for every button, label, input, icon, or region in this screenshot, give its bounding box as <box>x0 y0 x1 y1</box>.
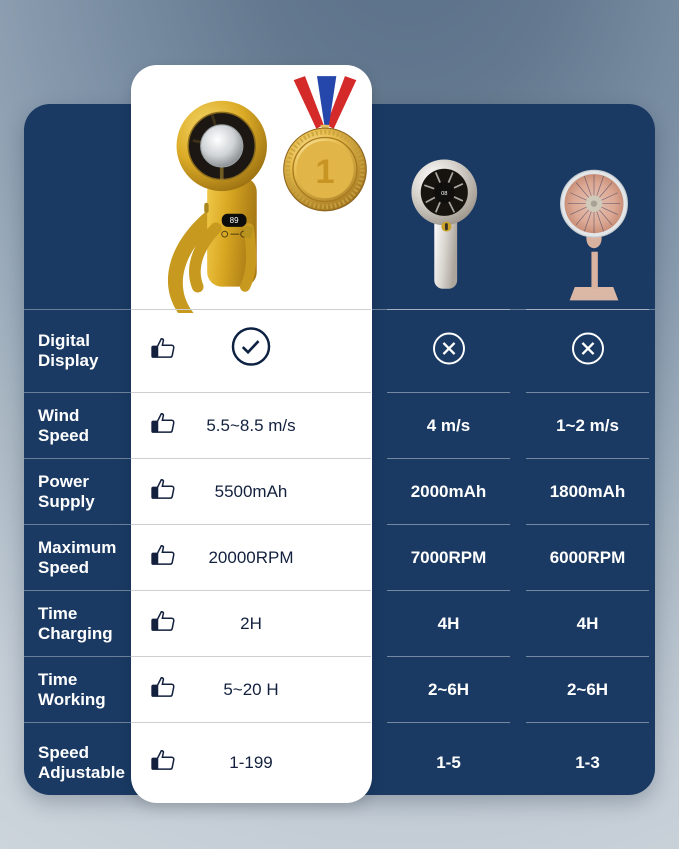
svg-text:89: 89 <box>230 216 239 225</box>
svg-text:08: 08 <box>441 191 447 197</box>
svg-text:1: 1 <box>315 153 334 191</box>
